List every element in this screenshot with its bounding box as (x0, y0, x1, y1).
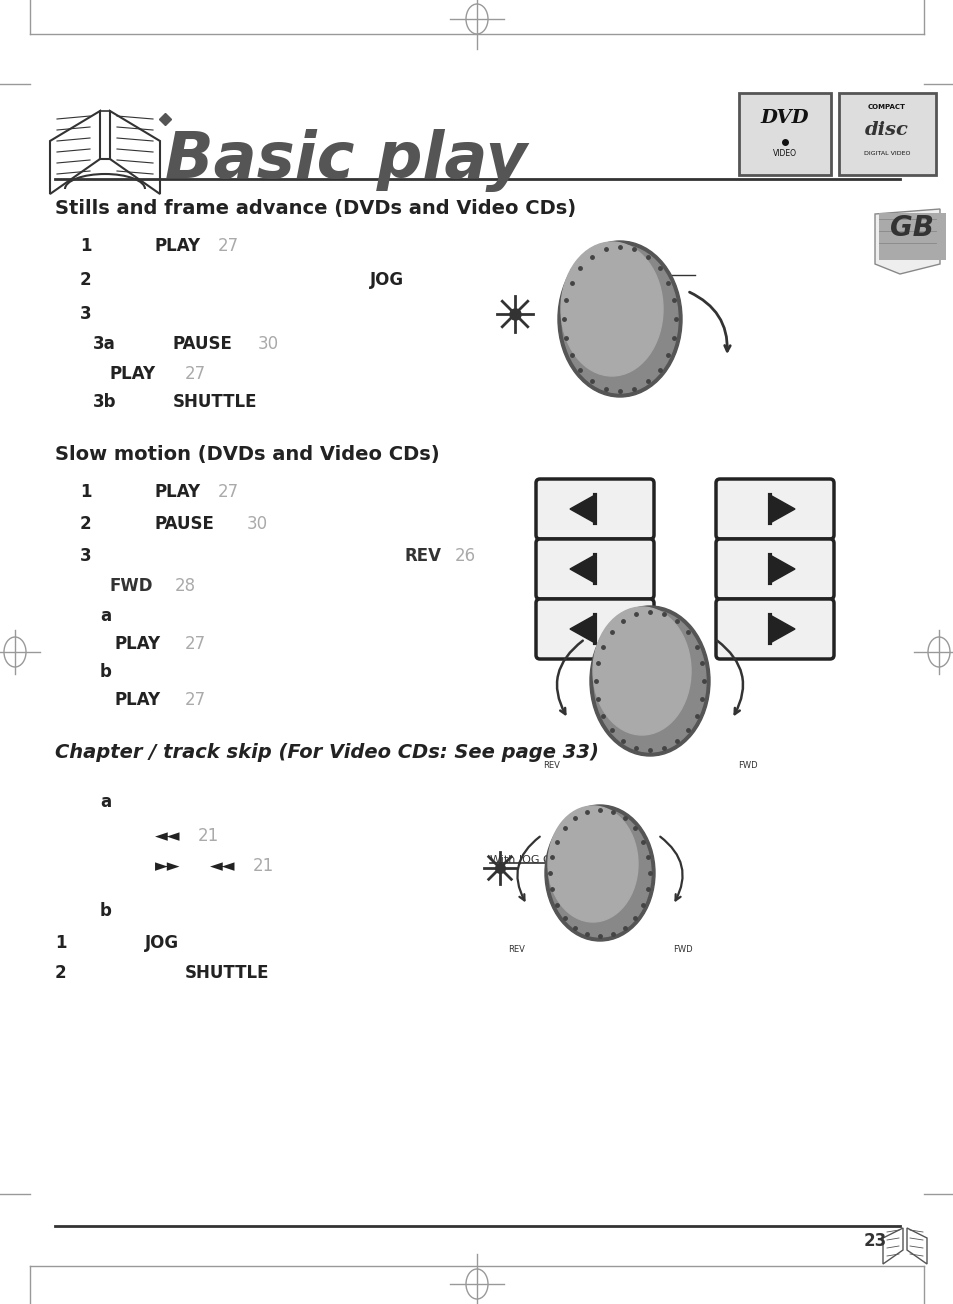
Text: 30: 30 (257, 335, 279, 353)
Text: 27: 27 (218, 237, 239, 256)
Text: PAUSE: PAUSE (172, 335, 233, 353)
Text: a: a (100, 606, 111, 625)
Text: JOG: JOG (145, 934, 179, 952)
FancyBboxPatch shape (838, 93, 935, 175)
FancyBboxPatch shape (536, 479, 654, 539)
Text: 21: 21 (198, 827, 219, 845)
Text: 1: 1 (55, 934, 67, 952)
Ellipse shape (548, 808, 650, 938)
Text: 1: 1 (80, 237, 91, 256)
Text: 21: 21 (253, 857, 274, 875)
Ellipse shape (547, 806, 638, 922)
Text: 27: 27 (185, 365, 206, 383)
Ellipse shape (593, 606, 690, 735)
Text: REV: REV (543, 762, 559, 769)
FancyBboxPatch shape (536, 599, 654, 659)
Text: PLAY: PLAY (115, 691, 161, 709)
Polygon shape (769, 556, 794, 583)
FancyBboxPatch shape (716, 599, 833, 659)
FancyBboxPatch shape (536, 539, 654, 599)
Text: With JOG ON:: With JOG ON: (569, 269, 643, 279)
Text: DVD: DVD (760, 110, 808, 126)
Ellipse shape (589, 606, 709, 756)
Text: ◄◄: ◄◄ (210, 857, 235, 875)
Text: SHUTTLE: SHUTTLE (185, 964, 269, 982)
Text: 30: 30 (247, 515, 268, 533)
Text: PAUSE: PAUSE (154, 515, 214, 533)
Ellipse shape (558, 241, 681, 396)
Text: 27: 27 (218, 482, 239, 501)
Text: SHUTTLE: SHUTTLE (172, 393, 257, 411)
Text: 3: 3 (80, 546, 91, 565)
Polygon shape (769, 615, 794, 643)
Text: JOG: JOG (370, 271, 404, 289)
Polygon shape (569, 615, 595, 643)
Text: FWD: FWD (673, 945, 692, 955)
Text: 27: 27 (185, 691, 206, 709)
Text: PLAY: PLAY (154, 482, 201, 501)
Text: FWD: FWD (738, 762, 757, 769)
Text: PLAY: PLAY (110, 365, 156, 383)
Polygon shape (569, 556, 595, 583)
Ellipse shape (560, 243, 662, 376)
Ellipse shape (594, 610, 705, 752)
Text: 26: 26 (455, 546, 476, 565)
Text: 3a: 3a (92, 335, 115, 353)
Text: a: a (100, 793, 111, 811)
FancyBboxPatch shape (716, 479, 833, 539)
Ellipse shape (561, 245, 678, 393)
Text: REV: REV (405, 546, 441, 565)
Text: 23: 23 (862, 1232, 885, 1251)
Text: PLAY: PLAY (154, 237, 201, 256)
Text: b: b (100, 662, 112, 681)
Text: Basic play: Basic play (165, 129, 527, 192)
Text: 2: 2 (80, 515, 91, 533)
Text: FWD: FWD (110, 576, 153, 595)
Polygon shape (874, 209, 939, 274)
Polygon shape (769, 496, 794, 523)
Text: 1: 1 (80, 482, 91, 501)
Text: With JOG ON:: With JOG ON: (490, 855, 563, 865)
Text: 2: 2 (80, 271, 91, 289)
Polygon shape (50, 111, 100, 194)
Text: Stills and frame advance (DVDs and Video CDs): Stills and frame advance (DVDs and Video… (55, 200, 576, 218)
Text: ◄◄: ◄◄ (154, 827, 180, 845)
Polygon shape (906, 1228, 926, 1264)
Polygon shape (569, 496, 595, 523)
Text: 2: 2 (55, 964, 67, 982)
Text: GB: GB (889, 214, 933, 243)
Text: DIGITAL VIDEO: DIGITAL VIDEO (862, 151, 909, 156)
Polygon shape (882, 1228, 902, 1264)
Text: VIDEO: VIDEO (772, 149, 796, 158)
Text: PLAY: PLAY (115, 635, 161, 653)
FancyBboxPatch shape (739, 93, 830, 175)
Text: 3: 3 (80, 305, 91, 323)
Text: REV: REV (508, 945, 525, 955)
Ellipse shape (544, 805, 655, 941)
Text: disc: disc (864, 121, 908, 140)
Polygon shape (110, 111, 160, 194)
Text: b: b (100, 902, 112, 921)
Text: COMPACT: COMPACT (867, 104, 905, 110)
Text: 27: 27 (185, 635, 206, 653)
Text: 3b: 3b (92, 393, 116, 411)
Text: Slow motion (DVDs and Video CDs): Slow motion (DVDs and Video CDs) (55, 445, 439, 464)
Text: 28: 28 (174, 576, 196, 595)
FancyBboxPatch shape (878, 213, 945, 259)
Text: ►►: ►► (154, 857, 180, 875)
FancyBboxPatch shape (716, 539, 833, 599)
Text: Chapter / track skip (For Video CDs: See page 33): Chapter / track skip (For Video CDs: See… (55, 743, 598, 762)
